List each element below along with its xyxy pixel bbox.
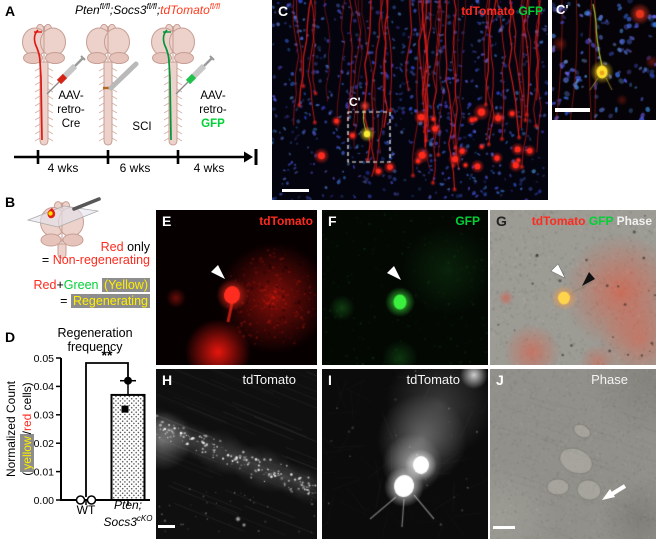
panel-h-micrograph (156, 369, 317, 539)
panel-i-micrograph (322, 369, 488, 539)
genotype-pten: Pten (74, 3, 100, 17)
genotype-socs3-sup: fl/fl (146, 2, 157, 11)
panel-g-black-arrowhead-icon (582, 272, 595, 286)
panel-f-arrowhead-icon (387, 266, 401, 280)
slice-plane (26, 205, 100, 228)
legend-nonregenerating: = Non-regenerating (41, 253, 150, 267)
panel-e-arrowhead-icon (211, 265, 225, 279)
panel-b-label: B (5, 194, 16, 210)
panel-j-marker: Phase (591, 372, 628, 387)
panel-f-canvas (322, 210, 488, 365)
panel-f-letter: F (328, 213, 337, 229)
panel-j-scalebar (493, 526, 515, 529)
panel-h-letter: H (162, 372, 173, 388)
panel-e-letter: E (162, 213, 172, 229)
labeled-cell-core (48, 211, 53, 216)
panel-i-letter: I (328, 372, 332, 388)
legend-red-green-yellow: Red+Green (Yellow) (33, 278, 150, 292)
timeline-label-3: 4 wks (193, 161, 225, 175)
panel-g-white-arrowhead-icon (550, 263, 566, 279)
svg-text:**: ** (102, 347, 113, 363)
genotype-tdtomato: tdTomato (160, 3, 210, 17)
regeneration-frequency-chart: 0.00 0.01 0.02 0.03 0.04 0.05 ** (34, 347, 150, 507)
panel-g-micrograph (490, 210, 656, 365)
injection1-label: AAV- retro- Cre (57, 90, 85, 130)
genotype-socs3: ;Socs3 (109, 3, 147, 17)
panel-c-micrograph (272, 0, 548, 200)
svg-text:0.02: 0.02 (34, 438, 55, 450)
panel-i-canvas (322, 369, 488, 539)
panel-g-canvas (490, 210, 656, 365)
brain-spinalcord-2 (86, 23, 139, 146)
legend-regenerating: = Regenerating (60, 294, 150, 308)
panel-f-micrograph (322, 210, 488, 365)
legend-red-only: Red only (100, 240, 150, 254)
timeline-label-1: 4 wks (47, 161, 79, 175)
chart-title: Regeneration frequency (57, 326, 133, 354)
panel-e-marker: tdTomato (259, 214, 313, 228)
svg-text:0.00: 0.00 (34, 495, 55, 507)
x-label-wt: WT (76, 503, 96, 517)
genotype-tdtomato-sup: fl/fl (209, 2, 220, 11)
panel-c-inset-callout: C' (349, 95, 361, 109)
genotype-sep: ; (156, 3, 161, 17)
panel-j-canvas (490, 369, 656, 539)
panel-c-inset-micrograph (548, 0, 656, 124)
brain-spinalcord-1 (22, 23, 86, 146)
brain-spinalcord-3 (151, 23, 215, 146)
panel-h-canvas (156, 369, 317, 539)
panel-g-letter: G (496, 213, 507, 229)
panel-i-marker: tdTomato (406, 372, 460, 387)
green-axon (162, 29, 172, 141)
panel-e-micrograph (156, 210, 317, 365)
panel-c-canvas (272, 0, 548, 200)
panel-c-inset-letter: C' (556, 2, 569, 17)
experiment-schematic (14, 23, 258, 165)
panel-j-arrow-icon (602, 484, 627, 500)
syringe-gfp-icon (175, 55, 215, 95)
genotype-title: Ptenfl/fl;Socs3fl/fl;tdTomatofl/fl (30, 2, 265, 17)
svg-text:0.01: 0.01 (34, 466, 55, 478)
panel-c-markers: tdTomato GFP (461, 4, 543, 18)
panel-c-scalebar (282, 189, 309, 192)
red-axon (33, 29, 43, 141)
panel-d-label: D (5, 329, 16, 345)
panel-h-marker: tdTomato (242, 372, 296, 387)
x-label-cko: Pten; Socs3cKO (103, 498, 153, 529)
panel-j-micrograph (490, 369, 656, 539)
timeline-label-2: 6 wks (119, 161, 151, 175)
probe-rod-icon (72, 197, 101, 211)
svg-text:0.03: 0.03 (34, 410, 55, 422)
panel-g-markers: tdTomato GFP Phase (531, 214, 652, 228)
panel-a-label: A (5, 3, 16, 19)
svg-text:0.04: 0.04 (34, 381, 55, 393)
panel-f-marker: GFP (455, 214, 480, 228)
svg-text:0.05: 0.05 (34, 353, 55, 365)
sci-rod-icon (103, 61, 139, 91)
panel-c-inset-canvas (552, 0, 656, 120)
brain-slice-schematic (26, 197, 101, 259)
timeline-arrow (14, 149, 258, 165)
panel-h-scalebar (158, 525, 175, 528)
panel-j-letter: J (496, 372, 504, 388)
genotype-pten-sup: fl/fl (99, 2, 110, 11)
syringe-cre-icon (46, 55, 86, 95)
panel-e-canvas (156, 210, 317, 365)
panel-c-inset-scalebar (555, 108, 590, 112)
injection2-label: SCI (132, 121, 152, 133)
panel-c-letter: C (278, 3, 289, 19)
injection3-label: AAV- retro- GFP (199, 90, 227, 130)
